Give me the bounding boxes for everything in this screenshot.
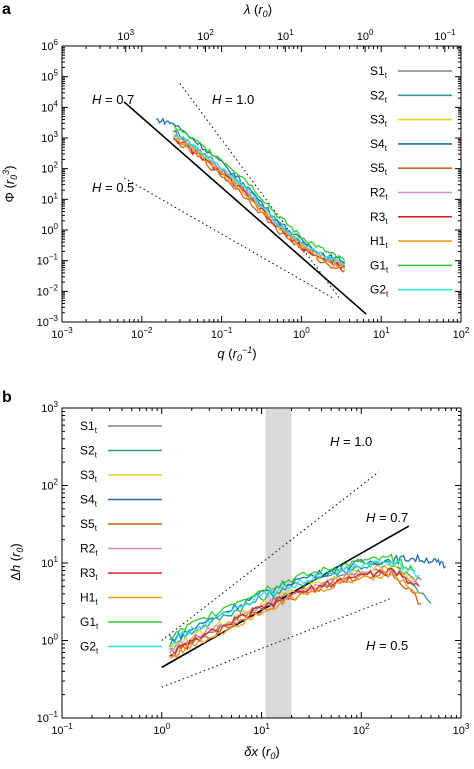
reference-line xyxy=(123,101,367,315)
reference-line xyxy=(161,471,380,641)
legend-label-s1: S1t xyxy=(370,64,388,80)
legend-label-s1: S1t xyxy=(80,419,98,435)
panel-b-ylabel: Δh (r0) xyxy=(8,543,25,581)
series-line-r3 xyxy=(169,567,420,657)
x-tick-label: 10−1 xyxy=(211,326,233,341)
y-tick-label: 102 xyxy=(41,161,58,176)
panel-a-series xyxy=(155,117,346,273)
legend-label-s4: S4t xyxy=(370,137,388,153)
x-tick-label: 101 xyxy=(253,722,270,737)
y-tick-label: 101 xyxy=(41,555,58,570)
y-tick-label: 105 xyxy=(41,69,58,84)
x-tick-label: 103 xyxy=(453,722,470,737)
panel-a-annotation-h07: H = 0.7 xyxy=(92,92,134,107)
series-line-h1 xyxy=(173,136,345,269)
panel-b-shaded-band xyxy=(265,409,292,718)
panel-a-plot-frame xyxy=(61,45,462,323)
x-tick-label: 102 xyxy=(453,326,470,341)
panel-a: a 10−3 10−2 10−1 100 101 10210−310−210−110010… xyxy=(1,1,470,363)
x-tick-label: 101 xyxy=(373,326,390,341)
y-tick-label: 10−3 xyxy=(37,314,59,329)
panel-b-annotation-h05: H = 0.5 xyxy=(366,638,408,653)
panel-a-xlabel: q (r0−1) xyxy=(217,345,256,363)
x-tick-label: 100 xyxy=(153,722,170,737)
legend-label-r2: R2t xyxy=(370,186,388,202)
series-line-g1 xyxy=(173,124,346,262)
y-tick-label: 103 xyxy=(41,400,58,415)
panel-a-annotation-h10: H = 1.0 xyxy=(212,92,254,107)
y-tick-label: 104 xyxy=(41,99,58,114)
reference-line xyxy=(179,83,340,299)
panel-a-reference-lines xyxy=(123,83,367,315)
panel-b-annotation-h07: H = 0.7 xyxy=(366,510,408,525)
top-x-tick-label: 101 xyxy=(277,28,294,43)
legend-label-g2: G2t xyxy=(370,283,389,299)
legend-label-s2: S2t xyxy=(80,444,98,460)
y-tick-label: 10−1 xyxy=(37,253,59,268)
panel-b: b 10−1 100 101 102 103 10−1 100 101 102 103 S1t S2… xyxy=(2,389,470,761)
legend-label-g1: G1t xyxy=(370,258,389,274)
panel-a-letter: a xyxy=(2,1,11,18)
panel-b-legend: S1t S2t S3t S4t S5t R2t R3t H1t G1t G2t xyxy=(80,419,162,656)
panel-b-reference-lines xyxy=(161,471,410,688)
panel-b-series xyxy=(168,553,446,659)
series-line-h1 xyxy=(169,570,422,659)
x-tick-label: 102 xyxy=(353,722,370,737)
legend-label-g1: G1t xyxy=(80,615,99,631)
x-tick-label: 10−1 xyxy=(51,722,73,737)
panel-a-ylabel: Φ (r03) xyxy=(1,165,19,202)
y-tick-label: 103 xyxy=(41,130,58,145)
panel-b-letter: b xyxy=(2,389,12,406)
reference-line xyxy=(161,597,392,688)
panel-b-xlabel: δx (r0) xyxy=(244,744,279,761)
legend-label-s2: S2t xyxy=(370,88,388,104)
y-tick-label: 10−1 xyxy=(37,710,59,725)
legend-label-s3: S3t xyxy=(80,468,98,484)
top-x-tick-label: 100 xyxy=(357,28,374,43)
y-tick-label: 100 xyxy=(41,633,58,648)
y-tick-label: 102 xyxy=(41,478,58,493)
x-tick-label: 10−2 xyxy=(131,326,153,341)
series-line-g2 xyxy=(173,133,346,266)
legend-label-s4: S4t xyxy=(80,493,98,509)
legend-label-h1: H1t xyxy=(80,591,98,607)
y-tick-label: 10−2 xyxy=(37,283,59,298)
panel-a-legend: S1t S2t S3t S4t S5t R2t R3t H1t G1t G2t xyxy=(370,64,452,299)
top-x-tick-label: 102 xyxy=(197,28,214,43)
legend-label-s3: S3t xyxy=(370,113,388,129)
panel-b-ticks: 10−1 100 101 102 103 10−1 100 101 102 103 xyxy=(37,400,470,737)
legend-label-g2: G2t xyxy=(80,640,99,656)
top-x-tick-label: 103 xyxy=(117,28,134,43)
legend-label-s5: S5t xyxy=(370,161,388,177)
series-line-g2 xyxy=(169,559,420,647)
top-x-tick-label: 10−1 xyxy=(434,28,456,43)
y-tick-label: 100 xyxy=(41,222,58,237)
legend-label-r2: R2t xyxy=(80,542,98,558)
legend-label-h1: H1t xyxy=(370,234,388,250)
x-tick-label: 100 xyxy=(293,326,310,341)
legend-label-r3: R3t xyxy=(370,210,388,226)
reference-line xyxy=(161,525,410,669)
legend-label-s5: S5t xyxy=(80,517,98,533)
y-tick-label: 101 xyxy=(41,191,58,206)
y-tick-label: 106 xyxy=(41,38,58,53)
x-tick-label: 10−3 xyxy=(51,326,73,341)
legend-label-r3: R3t xyxy=(80,566,98,582)
panel-a-annotation-h05: H = 0.5 xyxy=(92,180,134,195)
panel-a-ticks: 10−3 10−2 10−1 100 101 102 10−3 10−2 10−1 100 101 1… xyxy=(37,28,470,341)
panel-a-top-xlabel: λ (r0) xyxy=(243,2,272,19)
series-line-g1 xyxy=(169,553,416,640)
panel-b-annotation-h10: H = 1.0 xyxy=(330,434,372,449)
